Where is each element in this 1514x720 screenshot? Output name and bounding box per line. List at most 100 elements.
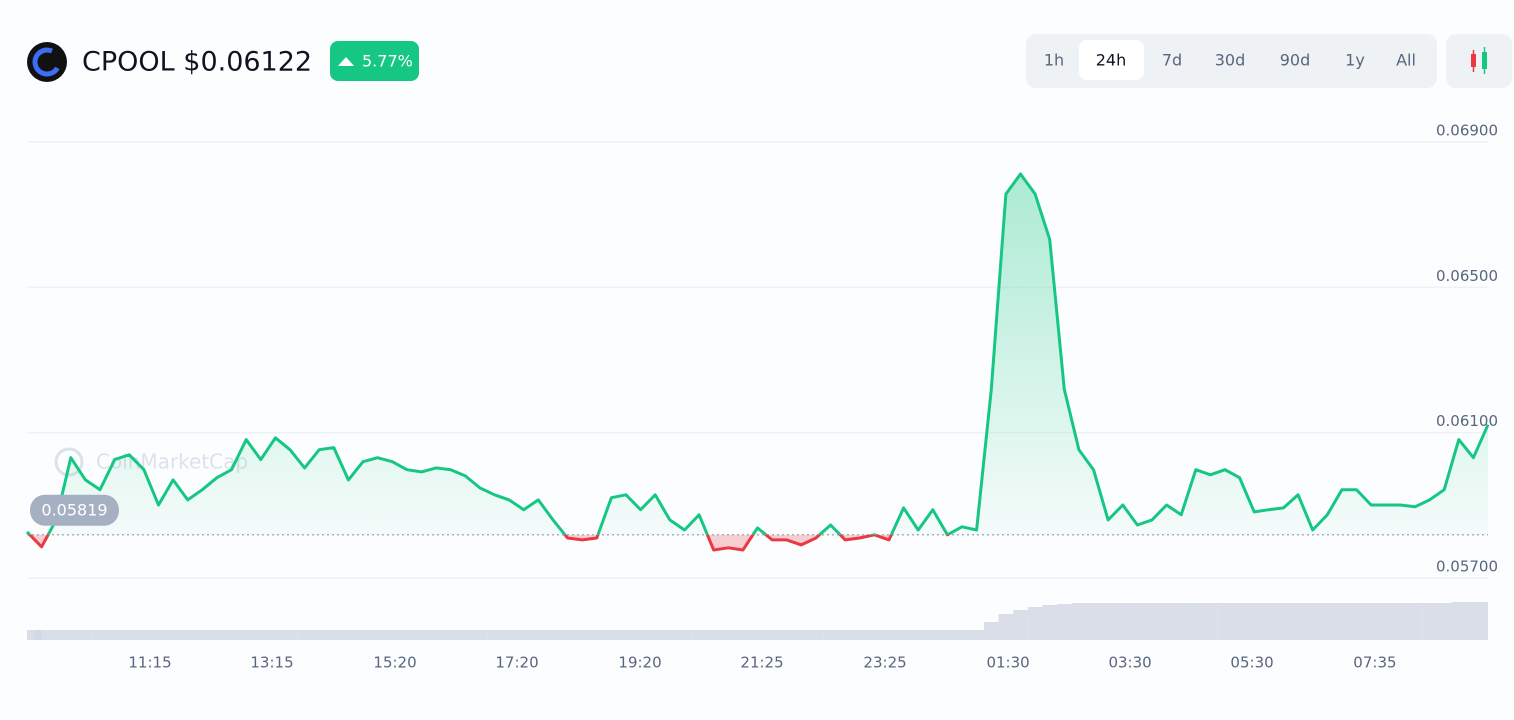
volume-bar [282,630,298,640]
volume-bar [1393,603,1408,640]
volume-bar [794,630,809,640]
volume-bar [881,630,897,640]
volume-bar [1261,603,1277,640]
volume-bar [1451,602,1467,640]
volume-bar [341,630,356,640]
volume-bar [195,630,210,640]
volume-bar [1027,607,1043,640]
y-tick-label: 0.06500 [1436,267,1498,285]
volume-bar [720,630,736,640]
range-button[interactable]: 1h [1044,51,1064,70]
volume-bar [1407,603,1423,640]
volume-bar [136,630,152,640]
volume-bar [253,630,269,640]
volume-bar [545,630,561,640]
volume-bar [808,630,824,640]
volume-bar [78,630,93,640]
range-button[interactable]: 30d [1215,51,1246,70]
volume-bar [983,622,999,640]
volume-bar [1130,603,1145,640]
x-tick-label: 15:20 [373,654,416,672]
x-tick-label: 07:35 [1353,654,1396,672]
volume-bar [837,630,853,640]
volume-bar [574,630,590,640]
range-button[interactable]: 90d [1280,51,1311,70]
volume-bar [443,630,458,640]
volume-bar [604,630,619,640]
volume-bar [1466,602,1481,640]
volume-bar [1436,603,1452,640]
candle-toggle[interactable] [1446,34,1512,88]
volume-bar [1217,603,1233,640]
volume-bar [1144,603,1160,640]
x-tick-label: 05:30 [1230,654,1273,672]
up-arrow [338,57,354,66]
volume-bar [414,630,429,640]
volume-bar [1115,603,1131,640]
volume-bar [750,630,765,640]
volume-bar [268,630,283,640]
area-below [29,534,948,550]
volume-bar [1232,603,1247,640]
volume-bar [633,630,648,640]
x-tick-label: 13:15 [250,654,293,672]
volume-bar [1173,603,1189,640]
volume-bar [311,630,327,640]
volume-bar [48,630,64,640]
volume-bar [1100,603,1116,640]
volume-bar [896,630,911,640]
volume-bar [647,630,663,640]
volume-bar [706,630,721,640]
range-selected [1079,40,1144,80]
volume-bar [1349,603,1364,640]
volume-bar [107,630,122,640]
x-tick-label: 03:30 [1108,654,1151,672]
volume-bar [1188,603,1204,640]
volume-bar [1334,603,1350,640]
volume-bar [662,630,678,640]
volume-bar [998,614,1014,640]
volume-bar [560,630,575,640]
range-button[interactable]: 1y [1345,51,1365,70]
x-tick-label: 21:25 [740,654,783,672]
volume-bar [180,630,196,640]
volume-bar [1159,603,1174,640]
area-above [27,174,1488,535]
volume-bar [92,630,108,640]
range-button[interactable]: 24h [1096,51,1127,70]
volume-bar [121,630,137,640]
volume-bar [1086,603,1101,640]
volume-bar [1305,603,1320,640]
volume-bar [501,630,517,640]
volume-bar [165,630,181,640]
volume-bar [969,630,984,640]
volume-bar [1276,603,1291,640]
baseline-label: 0.05819 [41,500,107,519]
volume-bar [677,630,692,640]
volume-bar [589,630,605,640]
x-tick-label: 19:20 [618,654,661,672]
volume-bar [1203,603,1218,640]
volume-bar [779,630,795,640]
volume-bar [428,630,444,640]
volume-bar [384,630,400,640]
volume-bar [1480,602,1488,640]
volume-bar [1013,610,1028,640]
range-button[interactable]: 7d [1162,51,1182,70]
volume-bar [487,630,502,640]
volume-bar [764,630,780,640]
volume-bar [531,630,546,640]
volume-bar [63,630,79,640]
change-badge [330,41,419,81]
volume-bar [1378,603,1394,640]
volume-bar [618,630,634,640]
volume-bar [209,630,225,640]
volume-bar [370,630,385,640]
volume-bar [224,630,239,640]
volume-bar [151,630,166,640]
logo-mark [32,47,62,77]
range-button[interactable]: All [1396,51,1416,70]
change-text: 5.77% [362,52,413,71]
